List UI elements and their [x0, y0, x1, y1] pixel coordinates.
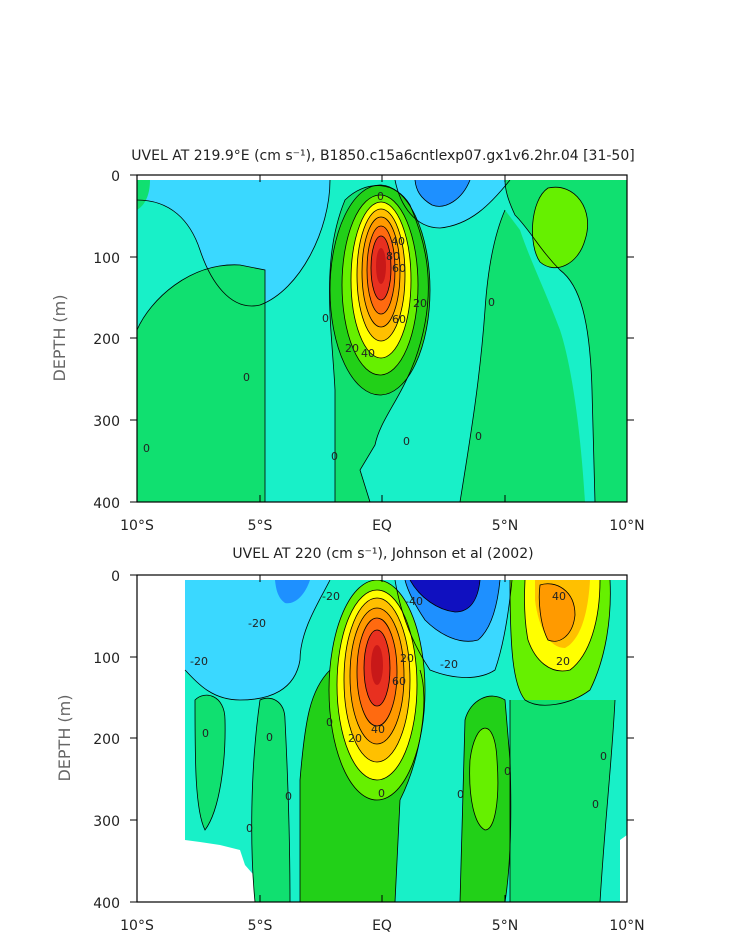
p1-label-40-a: 40	[391, 235, 405, 248]
p2-label-20-a: 20	[400, 652, 414, 665]
p2-label-neg20-b: -20	[190, 655, 208, 668]
p1-ytick-100: 100	[93, 251, 120, 267]
p1-label-20-a: 20	[345, 342, 359, 355]
p1-euc-level-8	[376, 248, 386, 284]
p2-negative-strong-north	[410, 580, 480, 612]
p1-label-0-b: 0	[243, 371, 250, 384]
panel-1: UVEL AT 219.9°E (cm s⁻¹), B1850.c15a6cnt…	[50, 148, 645, 534]
p2-label-0-c: 0	[457, 788, 464, 801]
p2-xtick-10S: 10°S	[120, 918, 154, 934]
p1-xtick-10N: 10°N	[609, 518, 644, 534]
p2-label-40-a: 40	[371, 723, 385, 736]
p1-ytick-300: 300	[93, 414, 120, 430]
p2-xtick-EQ: EQ	[372, 918, 392, 934]
p1-positive-north-band	[505, 180, 627, 502]
panel-2: UVEL AT 220 (cm s⁻¹), Johnson et al (200…	[55, 546, 645, 934]
p2-contour-lines	[184, 580, 616, 902]
p2-ytick-0: 0	[111, 569, 120, 585]
p1-xtick-EQ: EQ	[372, 518, 392, 534]
p2-label-neg20-a: -20	[248, 617, 266, 630]
p2-label-0-f: 0	[285, 790, 292, 803]
p2-label-0-h: 0	[246, 822, 253, 835]
p1-contour-lines	[137, 180, 596, 502]
p1-ytick-200: 200	[93, 332, 120, 348]
p1-label-40-b: 40	[361, 347, 375, 360]
p1-positive-corner-left	[137, 180, 150, 210]
p2-label-20-b: 20	[348, 732, 362, 745]
p2-ytick-100: 100	[93, 651, 120, 667]
p1-label-0-e: 0	[331, 450, 338, 463]
p1-label-60-b: 60	[392, 262, 406, 275]
p1-ticks	[130, 174, 634, 503]
p2-euc-level-7	[371, 645, 383, 685]
p1-label-0-f: 0	[403, 435, 410, 448]
p2-ytick-400: 400	[93, 896, 120, 912]
panel-2-contour-fill	[184, 580, 627, 902]
p1-xtick-5N: 5°N	[492, 518, 518, 534]
panel-1-contour-fill	[137, 180, 627, 502]
p1-ytick-0: 0	[111, 169, 120, 185]
p2-ylabel: DEPTH (m)	[55, 694, 74, 781]
p2-xtick-10N: 10°N	[609, 918, 644, 934]
p2-xtick-5S: 5°S	[248, 918, 273, 934]
p1-label-0-c: 0	[143, 442, 150, 455]
p1-ylabel: DEPTH (m)	[50, 294, 69, 381]
p2-label-0-g: 0	[202, 727, 209, 740]
p1-contour-labels: 0 0 0 0 0 0 0 0 20 20 40 40 60 60 80	[143, 190, 495, 463]
p2-label-neg20-c: -20	[322, 590, 340, 603]
p1-label-20-b: 20	[413, 297, 427, 310]
p2-ytick-300: 300	[93, 814, 120, 830]
p2-positive-band-5s	[251, 698, 290, 902]
p2-label-neg20-d: -20	[440, 658, 458, 671]
p2-label-0-a: 0	[326, 716, 333, 729]
panel-2-title: UVEL AT 220 (cm s⁻¹), Johnson et al (200…	[232, 546, 533, 562]
p1-label-60-a: 60	[392, 313, 406, 326]
p1-negative-core-north	[415, 180, 470, 207]
p1-label-0-a: 0	[377, 190, 384, 203]
p2-positive-core-5n	[469, 728, 498, 830]
p1-xtick-5S: 5°S	[248, 518, 273, 534]
p2-positive-nrth-level-4	[539, 583, 575, 642]
p2-label-60: 60	[392, 675, 406, 688]
p2-contour-labels: -20 -20 -20 -40 -20 20 40 60 20 40 20 0 …	[190, 590, 607, 835]
p1-positive-mid-band	[460, 210, 585, 502]
p2-label-0-d: 0	[504, 765, 511, 778]
p1-label-0-d: 0	[322, 312, 329, 325]
p2-negative-small-left	[275, 580, 310, 604]
p2-xtick-5N: 5°N	[492, 918, 518, 934]
p1-label-80: 80	[386, 250, 400, 263]
p1-label-0-h: 0	[475, 430, 482, 443]
p1-positive-max-north	[532, 187, 588, 268]
p1-xtick-10S: 10°S	[120, 518, 154, 534]
p2-positive-band-8s	[195, 695, 226, 830]
p2-positive-north-band	[510, 700, 615, 902]
p2-ticks	[130, 574, 634, 903]
p1-ytick-400: 400	[93, 496, 120, 512]
p2-label-40-b: 40	[552, 590, 566, 603]
panel-1-title: UVEL AT 219.9°E (cm s⁻¹), B1850.c15a6cnt…	[131, 148, 634, 164]
p2-label-0-j: 0	[600, 750, 607, 763]
p2-ytick-200: 200	[93, 732, 120, 748]
p2-label-20-c: 20	[556, 655, 570, 668]
p1-label-0-g: 0	[488, 296, 495, 309]
p2-label-0-b: 0	[378, 787, 385, 800]
p2-negative-upper-left	[185, 580, 330, 700]
p2-label-0-e: 0	[266, 731, 273, 744]
p2-label-0-i: 0	[592, 798, 599, 811]
p1-negative-upper-left	[137, 180, 330, 306]
p2-label-neg40: -40	[405, 595, 423, 608]
p1-positive-bottom-left	[137, 264, 265, 502]
